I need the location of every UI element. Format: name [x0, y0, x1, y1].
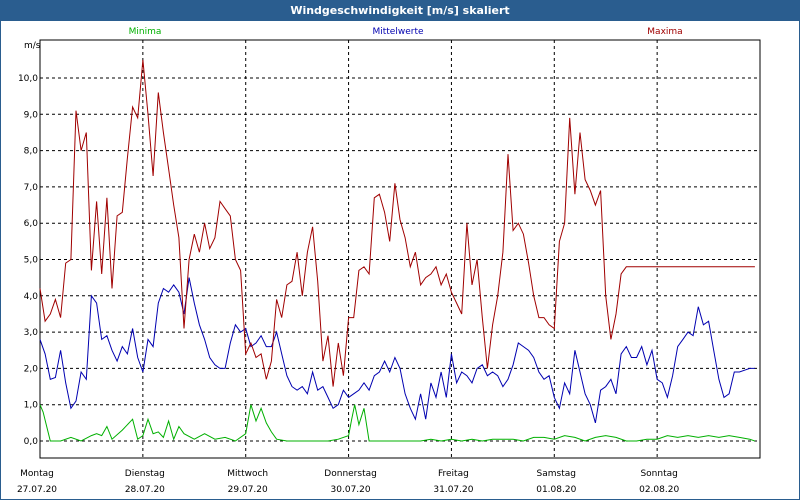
y-tick-label: 6,0 [24, 219, 39, 229]
y-tick-label: 10,0 [18, 74, 38, 84]
y-tick-label: 2,0 [24, 364, 39, 374]
y-tick-label: 7,0 [24, 183, 39, 193]
day-name-label: Mittwoch [227, 469, 268, 479]
y-tick-label: 3,0 [24, 328, 39, 338]
day-name-label: Sonntag [640, 469, 677, 479]
legend-entry: Maxima [647, 27, 682, 37]
y-tick-label: 4,0 [24, 292, 39, 302]
series-line [39, 404, 756, 442]
y-tick-label: 9,0 [24, 110, 39, 120]
series-lines [39, 59, 756, 442]
day-date-label: 01.08.20 [536, 485, 576, 495]
chart-title: Windgeschwindigkeit [m/s] skaliert [1, 1, 799, 21]
plot-area [39, 39, 761, 459]
y-tick-label: 0,0 [24, 437, 39, 447]
day-date-label: 30.07.20 [331, 485, 371, 495]
day-name-label: Samstag [537, 469, 576, 479]
y-tick-label: 8,0 [24, 147, 39, 157]
day-date-label: 29.07.20 [228, 485, 268, 495]
day-labels: Montag 27.07.20 Dienstag 28.07.20 Mittwoch 29… [17, 469, 679, 495]
series-line [39, 277, 755, 424]
y-tick-label: 5,0 [24, 256, 39, 266]
day-date-label: 28.07.20 [125, 485, 165, 495]
day-name-label: Dienstag [125, 469, 165, 479]
day-name-label: Montag [20, 469, 54, 479]
day-date-label: 02.08.20 [639, 485, 679, 495]
y-tick-labels: 0,0 1,0 2,0 3,0 4,0 5,0 6,0 7,0 8,0 9,0 10,0 [18, 74, 38, 447]
day-date-label: 31.07.20 [433, 485, 473, 495]
y-axis-label: m/s [24, 41, 41, 51]
y-tick-label: 1,0 [24, 401, 39, 411]
series-line [39, 59, 755, 387]
legend-entry: Mittelwerte [372, 27, 423, 37]
legend-entry: Minima [129, 27, 162, 37]
day-name-label: Freitag [438, 469, 469, 479]
legend: Minima Mittelwerte Maxima [129, 27, 683, 37]
day-name-label: Donnerstag [324, 469, 377, 479]
day-date-label: 27.07.20 [17, 485, 57, 495]
